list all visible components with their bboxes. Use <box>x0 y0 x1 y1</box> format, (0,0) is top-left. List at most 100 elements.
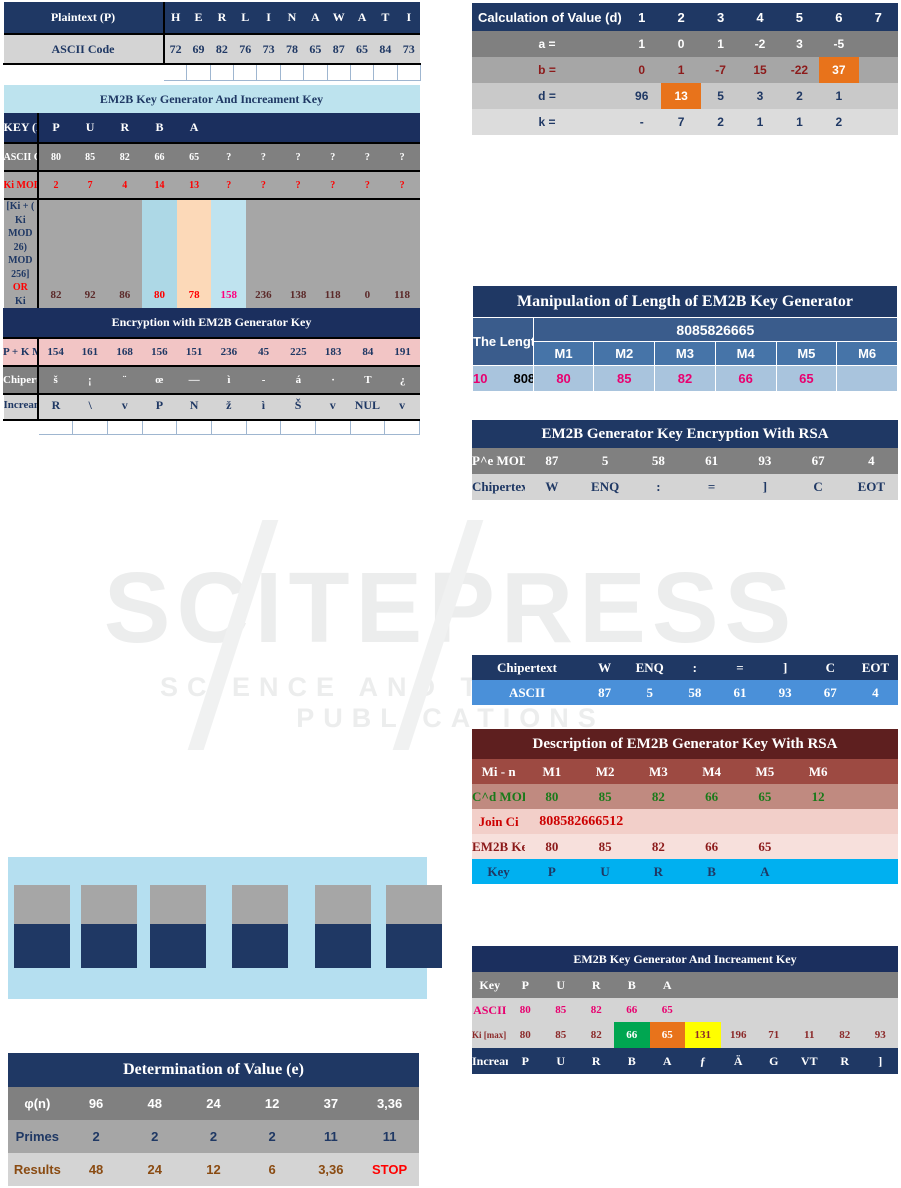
data-cell: · <box>315 366 351 395</box>
row-label: KEY (K) <box>3 113 40 144</box>
data-cell: 37 <box>819 57 859 83</box>
row-label: k = <box>472 109 623 135</box>
data-cell: ƒ <box>685 1048 721 1074</box>
data-cell: W <box>525 474 579 500</box>
data-cell: ì <box>211 366 247 395</box>
data-cell: 71 <box>756 1022 792 1048</box>
row-label: Join Ci <box>472 809 526 834</box>
row-label: Ki MOD 26 <box>3 171 40 200</box>
data-cell: U <box>578 859 632 884</box>
data-cell: A <box>649 972 685 998</box>
data-cell: 80 <box>525 784 579 809</box>
data-cell <box>246 113 281 144</box>
decorative-band <box>8 857 442 999</box>
row-label: EM2B Key <box>472 834 526 859</box>
descrsa-row: Join Ci 808582666512 <box>472 809 898 834</box>
data-cell: 1 <box>819 83 859 109</box>
data-cell: ? <box>280 171 316 200</box>
column-header: 1 <box>622 3 662 31</box>
data-cell: 3,36 <box>301 1153 361 1186</box>
data-cell: 67 <box>807 680 853 705</box>
data-cell: A <box>176 113 212 144</box>
data-cell: 80 <box>507 998 543 1022</box>
data-cell: 93 <box>738 448 792 474</box>
data-cell: I <box>256 2 281 35</box>
data-cell: 37 <box>301 1087 361 1120</box>
descrsa-title-row: Description of EM2B Generator Key With R… <box>472 729 898 759</box>
data-cell <box>836 365 898 392</box>
deco-block-bottom <box>232 924 288 968</box>
data-cell <box>862 972 898 998</box>
column-header: 7 <box>858 3 898 31</box>
deco-block-bottom <box>81 924 137 968</box>
row-label: Results <box>8 1153 67 1186</box>
data-cell: ? <box>350 143 385 172</box>
deco-block <box>150 885 206 968</box>
data-cell <box>350 113 385 144</box>
data-cell: 80 <box>38 143 73 172</box>
column-header: 6 <box>819 3 859 31</box>
data-cell: 0 <box>622 57 662 83</box>
data-cell: -2 <box>740 31 780 57</box>
data-cell: 80 <box>525 834 579 859</box>
data-cell <box>827 972 863 998</box>
row-label: P^e MOD n <box>472 448 526 474</box>
data-cell: P <box>507 972 543 998</box>
data-cell: 2 <box>184 1120 243 1153</box>
data-cell: Ä <box>720 1048 756 1074</box>
data-cell <box>791 859 845 884</box>
data-cell: 24 <box>125 1153 185 1186</box>
spacer-cell <box>176 419 212 435</box>
deco-block-top <box>81 885 137 924</box>
data-cell: Š <box>280 390 316 421</box>
data-cell: — <box>176 366 212 395</box>
data-cell: 84 <box>373 34 398 65</box>
data-cell <box>211 113 247 144</box>
manip-header-row: The Length Of Primary Key8085826665 <box>472 317 899 366</box>
data-cell: ? <box>246 143 281 172</box>
data-cell: 156 <box>142 338 177 367</box>
keygen-row: Ki MOD 262741413?????? <box>3 171 420 200</box>
data-cell: 3 <box>779 31 820 57</box>
data-cell: ? <box>211 171 247 200</box>
m-column-header: M4 <box>714 341 777 366</box>
data-cell: 5 <box>700 83 741 109</box>
data-cell: P <box>38 113 73 144</box>
calcd-row: k = -7 2 1 1 2 <box>472 109 898 135</box>
spacer-cell <box>37 419 74 435</box>
row-label: d = <box>472 83 623 109</box>
column-header: 3 <box>700 3 741 31</box>
data-cell: 65 <box>775 365 838 392</box>
data-cell: 3 <box>740 83 780 109</box>
table-title: Manipulation of Length of EM2B Key Gener… <box>472 285 898 318</box>
manipulation-length-table: Manipulation of Length of EM2B Key Gener… <box>472 285 899 392</box>
data-cell <box>862 998 898 1022</box>
data-cell: 154 <box>37 338 73 367</box>
data-cell: 87 <box>525 448 579 474</box>
data-cell: A <box>738 859 792 884</box>
spacer-cell <box>3 419 39 435</box>
data-cell: š <box>37 366 73 395</box>
data-cell: B <box>614 1048 650 1074</box>
keygen2-title-row: EM2B Key Generator And Increament Key <box>472 946 898 972</box>
data-cell: 15 <box>740 57 780 83</box>
data-cell: U <box>543 972 579 998</box>
data-cell: N <box>176 390 212 421</box>
row-label: ASCII <box>472 680 582 705</box>
data-cell: A <box>649 1048 685 1074</box>
data-cell <box>685 998 721 1022</box>
data-cell: M2 <box>578 759 632 784</box>
data-cell: M5 <box>738 759 792 784</box>
spacer-cell <box>245 419 282 435</box>
data-cell: M6 <box>791 759 845 784</box>
data-cell: ì <box>246 390 281 421</box>
data-cell: : <box>672 655 718 680</box>
data-cell: : <box>631 474 685 500</box>
spacer-cell <box>280 419 316 435</box>
descrsa-row: Mi - n M1 M2 M3 M4 M5 M6 <box>472 759 898 784</box>
deco-block-top <box>232 885 288 924</box>
data-cell: EOT <box>844 474 898 500</box>
keygen2-row: ASCII 80 85 82 66 65 <box>472 998 898 1022</box>
data-cell: ? <box>384 143 420 172</box>
